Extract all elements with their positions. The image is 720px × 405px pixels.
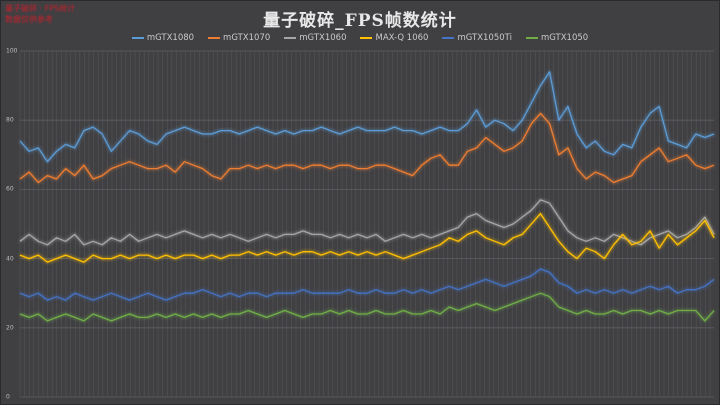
watermark-line-2: 数据仅供参考: [5, 15, 53, 24]
series-line-mgtx1060: [19, 199, 715, 246]
legend-item: mGTX1050: [525, 33, 589, 43]
legend-swatch-icon: [442, 37, 455, 39]
y-tick-label: 0: [6, 393, 10, 401]
legend-item: mGTX1080: [131, 33, 195, 43]
legend-swatch-icon: [208, 37, 221, 39]
watermark-line-1: 量子破碎 · FPS统计: [5, 4, 76, 13]
y-tick-label: 40: [6, 255, 14, 263]
legend-label: MAX-Q 1060: [375, 33, 429, 43]
y-tick-label: 60: [6, 185, 14, 193]
legend-label: mGTX1050: [540, 33, 589, 43]
legend-swatch-icon: [131, 37, 144, 39]
y-tick-label: 20: [6, 324, 14, 332]
legend-swatch-icon: [360, 37, 373, 39]
series-line-mgtx1050ti: [19, 268, 715, 301]
legend-swatch-icon: [525, 37, 538, 39]
legend-item: mGTX1070: [208, 33, 270, 43]
series-line-mgtx1050: [19, 292, 715, 322]
series-line-mgtx1080: [19, 71, 715, 163]
legend-item: MAX-Q 1060: [360, 33, 428, 43]
series-line-mgtx1070: [19, 112, 715, 184]
legend-label: mGTX1050Ti: [457, 33, 512, 43]
legend-label: mGTX1070: [223, 33, 271, 43]
y-tick-label: 100: [6, 47, 18, 55]
legend-item: mGTX1050Ti: [442, 33, 512, 43]
chart-legend: mGTX1080 mGTX1070 mGTX1060 MAX-Q 1060 mGTX10…: [0, 33, 720, 43]
series-line-max-q-1060: [19, 212, 715, 263]
y-tick-label: 80: [6, 116, 14, 124]
legend-item: mGTX1060: [284, 33, 346, 43]
chart-title: 量子破碎_FPS帧数统计: [263, 11, 457, 31]
watermark: 量子破碎 · FPS统计 数据仅供参考: [5, 3, 75, 25]
legend-swatch-icon: [284, 37, 297, 39]
legend-label: mGTX1060: [299, 33, 347, 43]
legend-label: mGTX1080: [146, 33, 195, 43]
